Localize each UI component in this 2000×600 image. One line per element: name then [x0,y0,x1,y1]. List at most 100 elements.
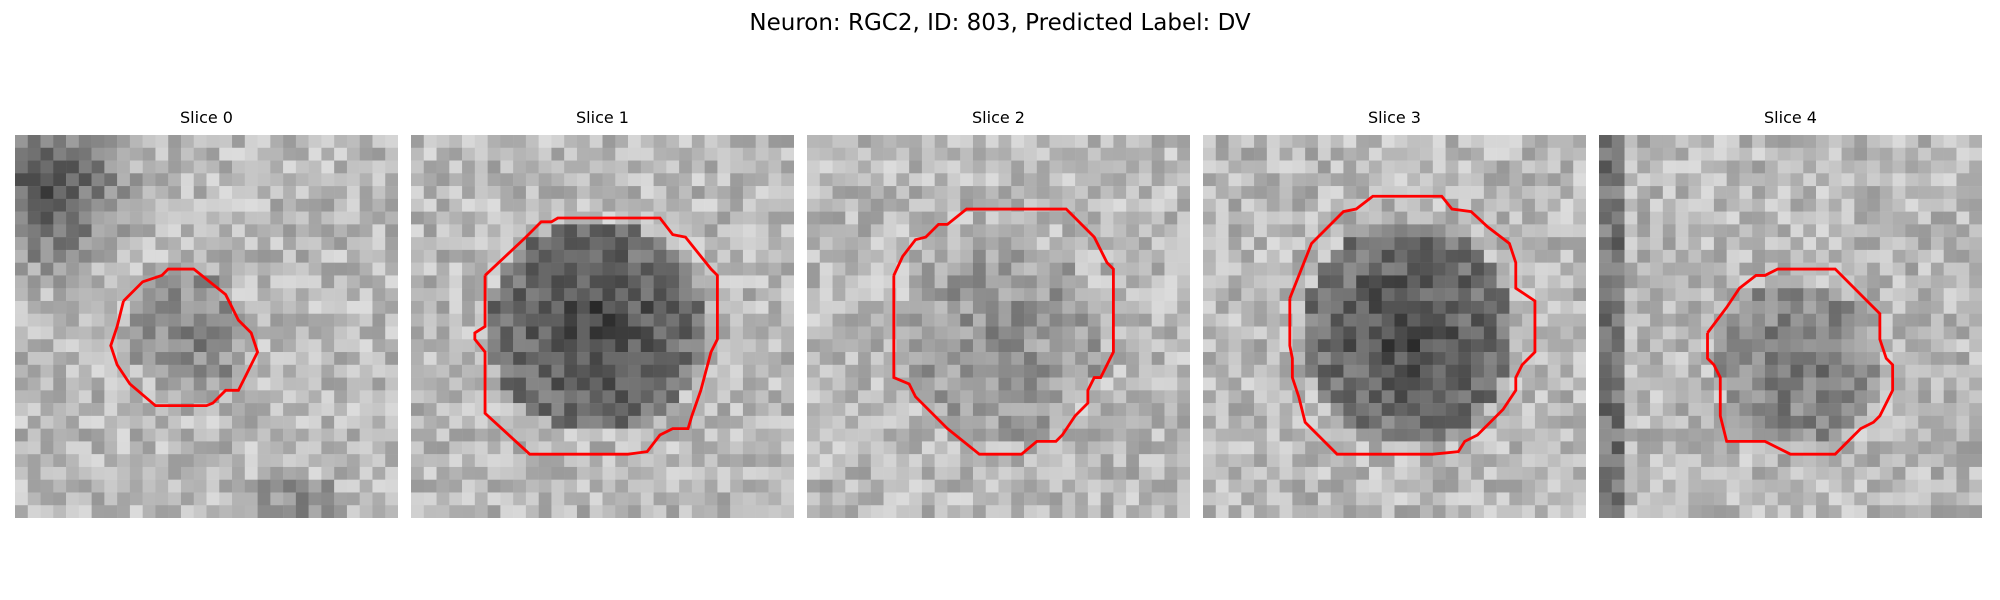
slice-image-svg [807,135,1190,518]
image-pixel [1138,415,1152,429]
image-pixel [193,275,207,289]
image-pixel [513,186,527,200]
image-pixel [1522,390,1536,404]
image-pixel [985,211,999,225]
image-pixel [1164,466,1178,480]
image-pixel [1036,466,1050,480]
image-pixel [1892,441,1906,455]
image-pixel [359,147,373,161]
image-pixel [845,186,859,200]
image-pixel [1368,339,1382,353]
image-pixel [576,441,590,455]
image-pixel [1011,135,1025,149]
image-pixel [628,492,642,506]
image-pixel [602,249,616,263]
image-pixel [180,454,194,468]
image-pixel [385,224,398,238]
image-pixel [589,173,603,187]
image-pixel [1445,313,1459,327]
image-pixel [691,415,705,429]
image-pixel [1011,466,1025,480]
image-pixel [525,415,539,429]
image-pixel [66,313,80,327]
image-pixel [538,224,552,238]
image-pixel [1024,275,1038,289]
image-pixel [1049,466,1063,480]
image-pixel [819,288,833,302]
image-pixel [858,415,872,429]
image-pixel [1445,403,1459,417]
image-pixel [1483,326,1497,340]
image-pixel [487,198,501,212]
image-pixel [244,403,258,417]
image-pixel [1841,313,1855,327]
image-pixel [321,249,335,263]
image-pixel [1075,173,1089,187]
image-pixel [1254,492,1268,506]
image-pixel [1151,492,1165,506]
image-pixel [1943,466,1957,480]
image-pixel [742,479,756,493]
image-pixel [117,135,131,149]
image-pixel [1969,441,1982,455]
image-pixel [1394,135,1408,149]
image-pixel [1177,390,1190,404]
image-pixel [1803,428,1817,442]
image-pixel [1675,377,1689,391]
image-pixel [513,441,527,455]
image-pixel [1075,186,1089,200]
image-pixel [1969,313,1982,327]
image-pixel [91,492,105,506]
image-pixel [947,466,961,480]
image-pixel [1534,441,1548,455]
image-pixel [1305,352,1319,366]
image-pixel [66,377,80,391]
image-pixel [1688,403,1702,417]
image-pixel [1496,160,1510,174]
image-pixel [423,415,437,429]
image-pixel [1854,160,1868,174]
image-pixel [755,364,769,378]
image-pixel [1816,479,1830,493]
image-pixel [129,479,143,493]
image-pixel [270,441,284,455]
image-pixel [1241,326,1255,340]
image-pixel [525,173,539,187]
image-pixel [755,441,769,455]
image-pixel [129,198,143,212]
image-pixel [1969,326,1982,340]
image-pixel [423,288,437,302]
image-pixel [1445,326,1459,340]
image-pixel [1203,479,1217,493]
image-pixel [921,198,935,212]
image-pixel [972,135,986,149]
image-pixel [845,160,859,174]
image-pixel [1215,224,1229,238]
image-pixel [1828,300,1842,314]
image-pixel [1905,466,1919,480]
image-pixel [1624,466,1638,480]
image-pixel [832,262,846,276]
image-pixel [385,326,398,340]
image-pixel [1867,288,1881,302]
image-pixel [1879,288,1893,302]
image-pixel [1483,466,1497,480]
image-pixel [1228,160,1242,174]
image-pixel [1203,364,1217,378]
image-pixel [1164,339,1178,353]
image-pixel [1420,224,1434,238]
image-pixel [1930,466,1944,480]
image-pixel [768,441,782,455]
image-pixel [1573,403,1586,417]
image-pixel [960,428,974,442]
image-pixel [576,275,590,289]
image-pixel [1228,198,1242,212]
image-pixel [679,339,693,353]
image-pixel [53,326,67,340]
image-pixel [998,390,1012,404]
image-pixel [704,300,718,314]
image-pixel [283,415,297,429]
image-pixel [1011,237,1025,251]
image-pixel [1803,352,1817,366]
image-pixel [1292,441,1306,455]
